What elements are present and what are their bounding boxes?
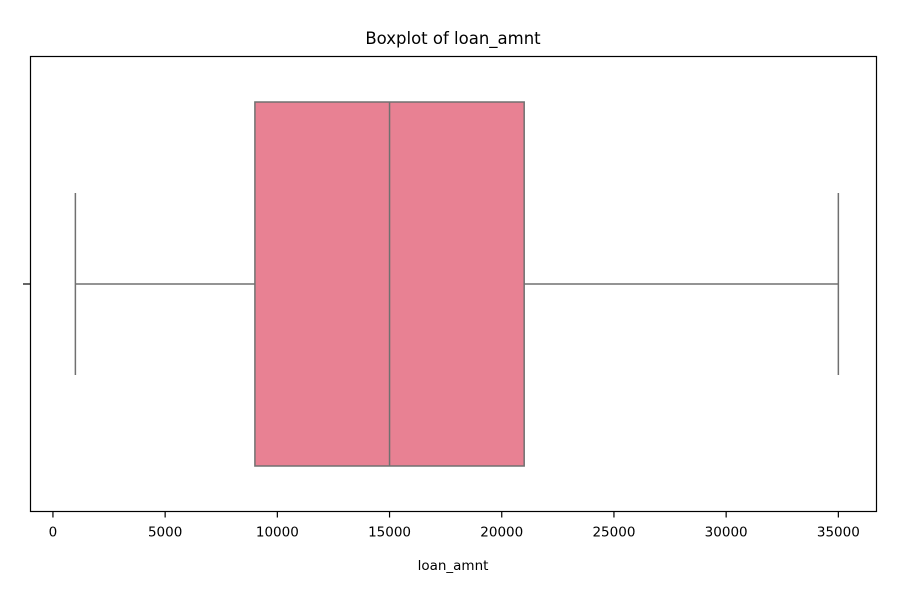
x-tick-label: 35000 <box>817 525 860 541</box>
x-tick-label: 5000 <box>148 525 182 541</box>
x-tick-label: 25000 <box>592 525 635 541</box>
x-axis-label: loan_amnt <box>418 558 489 574</box>
x-tick-label: 10000 <box>256 525 299 541</box>
x-tick-label: 30000 <box>705 525 748 541</box>
x-tick-label: 20000 <box>480 525 523 541</box>
x-axis-ticks: 0 5000 10000 15000 20000 25000 30000 35000 <box>49 511 860 541</box>
plot-area <box>74 101 840 467</box>
x-tick-label: 0 <box>49 525 58 541</box>
chart-title: Boxplot of loan_amnt <box>365 29 541 49</box>
x-tick-label: 15000 <box>368 525 411 541</box>
